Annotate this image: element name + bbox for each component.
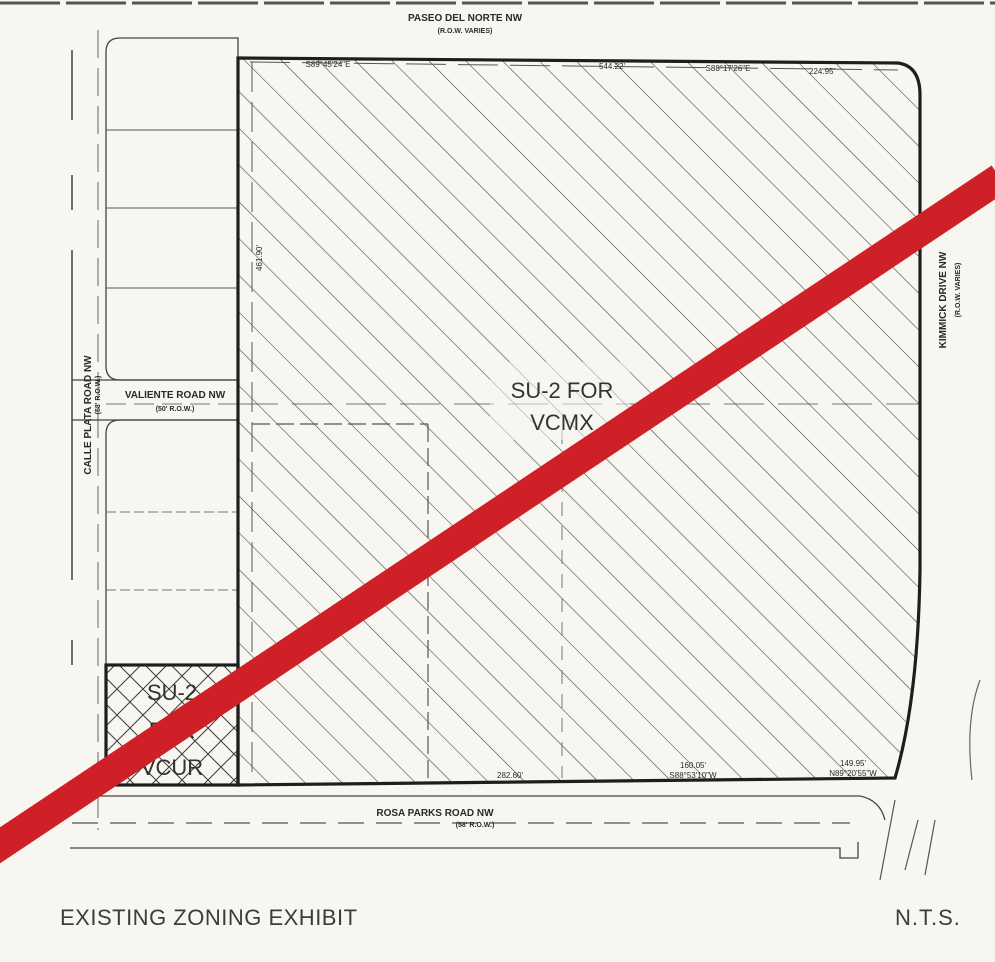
vcmx-zone-label-line1: SU-2 FOR <box>511 378 614 403</box>
valiente-road-row: (50' R.O.W.) <box>156 406 195 413</box>
distance-north-1: 544.22' <box>599 62 625 71</box>
kimmick-drive-label: KIMMICK DRIVE NW <box>938 251 949 348</box>
superseded-strike-line <box>0 165 995 864</box>
kimmick-row-line <box>904 819 919 871</box>
distance-west: 461.90' <box>255 245 264 271</box>
kimmick-drive-row: (R.O.W. VARIES) <box>955 263 962 318</box>
exhibit-title: EXISTING ZONING EXHIBIT <box>60 905 358 930</box>
kimmick-row-line <box>879 799 896 881</box>
bearing-north-2: S88°17'26"E <box>706 64 751 73</box>
bearing-north-1: S89°45'24"E <box>306 60 351 69</box>
west-block-south <box>105 419 239 666</box>
rosa-parks-row-line <box>70 842 859 859</box>
distance-north-2: 224.95' <box>809 67 835 76</box>
distance-south-3: 149.95' <box>840 759 866 768</box>
valiente-road-label: VALIENTE ROAD NW <box>125 390 226 401</box>
paseo-del-norte-row: (R.O.W. VARIES) <box>438 28 493 35</box>
vcmx-zone-label-line2: VCMX <box>530 410 594 435</box>
curb-line <box>969 679 981 781</box>
rosa-parks-row-line <box>70 795 886 821</box>
bearing-south-1: S88°53'10"W <box>669 771 717 780</box>
distance-south-2: 160.05' <box>680 761 706 770</box>
rosa-parks-row: (58' R.O.W.) <box>456 822 495 829</box>
kimmick-row-line <box>924 819 936 876</box>
vcur-zone-label-line1: SU-2 <box>147 680 197 705</box>
paseo-del-norte-label: PASEO DEL NORTE NW <box>408 13 523 24</box>
distance-south-1: 282.60' <box>497 771 523 780</box>
west-block-north <box>105 37 239 381</box>
rosa-parks-label: ROSA PARKS ROAD NW <box>376 808 494 819</box>
parcel-setback-line <box>249 61 899 71</box>
calle-plata-label: CALLE PLATA ROAD NW <box>83 355 94 475</box>
calle-plata-row: (58' R.O.W.) <box>95 376 102 415</box>
scale-note: N.T.S. <box>895 905 961 930</box>
bearing-south-2: N89°20'55"W <box>829 769 877 778</box>
